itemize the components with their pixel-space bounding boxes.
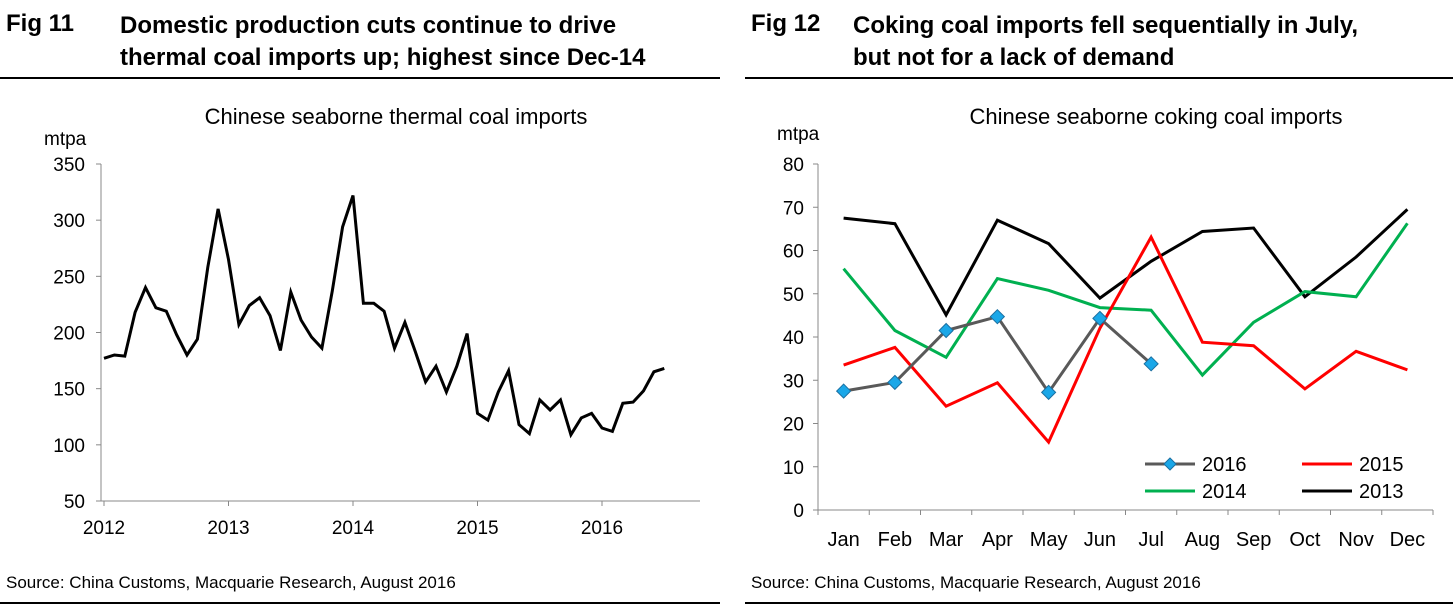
figure-12-title: Coking coal imports fell sequentially in… bbox=[853, 10, 1358, 74]
series-line-2014 bbox=[842, 222, 1409, 378]
x-tick-label: 2012 bbox=[83, 518, 125, 539]
x-tick-label: 2015 bbox=[456, 518, 498, 539]
y-tick-label: 50 bbox=[64, 492, 85, 513]
figure-12-title-line2: but not for a lack of demand bbox=[853, 44, 1175, 71]
thermal-coal-chart: Chinese seaborne thermal coal imports mtp… bbox=[44, 104, 700, 539]
x-tick-label: Apr bbox=[982, 529, 1013, 551]
figure-12-top-rule bbox=[745, 77, 1453, 79]
y-tick-label: 10 bbox=[783, 458, 804, 479]
x-tick-label: Feb bbox=[878, 529, 912, 551]
y-tick-label: 60 bbox=[783, 242, 804, 263]
x-tick-label: May bbox=[1030, 529, 1068, 551]
figure-11-top-rule bbox=[0, 77, 720, 79]
y-tick-label: 0 bbox=[793, 501, 804, 522]
figure-11-title: Domestic production cuts continue to dri… bbox=[120, 10, 645, 74]
data-point-2016 bbox=[1040, 384, 1057, 401]
y-tick-label: 150 bbox=[53, 380, 85, 401]
figure-11-title-line1: Domestic production cuts continue to dri… bbox=[120, 12, 617, 39]
series-line-2015 bbox=[843, 233, 1408, 445]
x-tick-label: Mar bbox=[929, 529, 964, 551]
figure-12-bottom-rule bbox=[745, 602, 1453, 604]
y-tick-label: 20 bbox=[783, 415, 804, 436]
x-tick-label: Sep bbox=[1236, 529, 1272, 551]
y-tick-label: 100 bbox=[53, 436, 85, 457]
series-line-2013 bbox=[843, 208, 1409, 319]
data-point-2016 bbox=[1143, 356, 1159, 372]
figure-11-header: Fig 11 Domestic production cuts continue… bbox=[0, 6, 720, 76]
legend-label-2013: 2013 bbox=[1359, 481, 1404, 503]
figure-11-panel: Fig 11 Domestic production cuts continue… bbox=[0, 0, 720, 611]
figure-11-number: Fig 11 bbox=[6, 10, 75, 37]
figure-12-header: Fig 12 Coking coal imports fell sequenti… bbox=[745, 6, 1453, 76]
y-axis-label: mtpa bbox=[777, 124, 820, 145]
coking-coal-chart: Chinese seaborne coking coal imports mtpa… bbox=[777, 104, 1434, 551]
figure-12-source: Source: China Customs, Macquarie Researc… bbox=[751, 573, 1201, 592]
legend-label-2014: 2014 bbox=[1202, 481, 1247, 503]
legend-marker-2016 bbox=[1163, 457, 1177, 471]
figure-11-source: Source: China Customs, Macquarie Researc… bbox=[6, 573, 456, 592]
x-tick-label: Jan bbox=[828, 529, 860, 551]
figure-11-bottom-rule bbox=[0, 602, 720, 604]
y-tick-label: 40 bbox=[783, 328, 804, 349]
x-tick-label: Dec bbox=[1390, 529, 1426, 551]
x-tick-label: Aug bbox=[1185, 529, 1221, 551]
data-point-2016 bbox=[938, 322, 954, 339]
data-point-2016 bbox=[1092, 310, 1108, 327]
y-tick-label: 30 bbox=[783, 371, 804, 392]
figure-12-title-line1: Coking coal imports fell sequentially in… bbox=[853, 12, 1358, 39]
y-tick-label: 300 bbox=[53, 211, 85, 232]
data-point-2016 bbox=[887, 374, 903, 391]
y-tick-label: 70 bbox=[783, 198, 804, 219]
data-point-2016 bbox=[989, 308, 1006, 325]
x-tick-label: 2013 bbox=[207, 518, 249, 539]
x-tick-label: Oct bbox=[1289, 529, 1321, 551]
figure-12-panel: Fig 12 Coking coal imports fell sequenti… bbox=[745, 0, 1453, 611]
figure-11-title-line2: thermal coal imports up; highest since D… bbox=[120, 44, 646, 71]
figure-12-number: Fig 12 bbox=[751, 10, 821, 37]
y-axis-label: mtpa bbox=[44, 129, 87, 150]
series-line-thermal-imports bbox=[103, 195, 665, 439]
x-tick-label: Jun bbox=[1084, 529, 1116, 551]
x-tick-label: Jul bbox=[1138, 529, 1164, 551]
chart-title: Chinese seaborne thermal coal imports bbox=[205, 104, 588, 129]
legend-label-2016: 2016 bbox=[1202, 454, 1247, 476]
x-tick-label: Nov bbox=[1338, 529, 1374, 551]
y-tick-label: 350 bbox=[53, 155, 85, 176]
x-tick-label: 2016 bbox=[581, 518, 623, 539]
chart-title: Chinese seaborne coking coal imports bbox=[970, 104, 1343, 129]
x-tick-label: 2014 bbox=[332, 518, 375, 539]
y-tick-label: 80 bbox=[783, 155, 804, 176]
y-tick-label: 250 bbox=[53, 267, 85, 288]
y-tick-label: 50 bbox=[783, 285, 804, 306]
data-point-2016 bbox=[835, 383, 852, 399]
legend-label-2015: 2015 bbox=[1359, 454, 1404, 476]
y-tick-label: 200 bbox=[53, 324, 85, 345]
